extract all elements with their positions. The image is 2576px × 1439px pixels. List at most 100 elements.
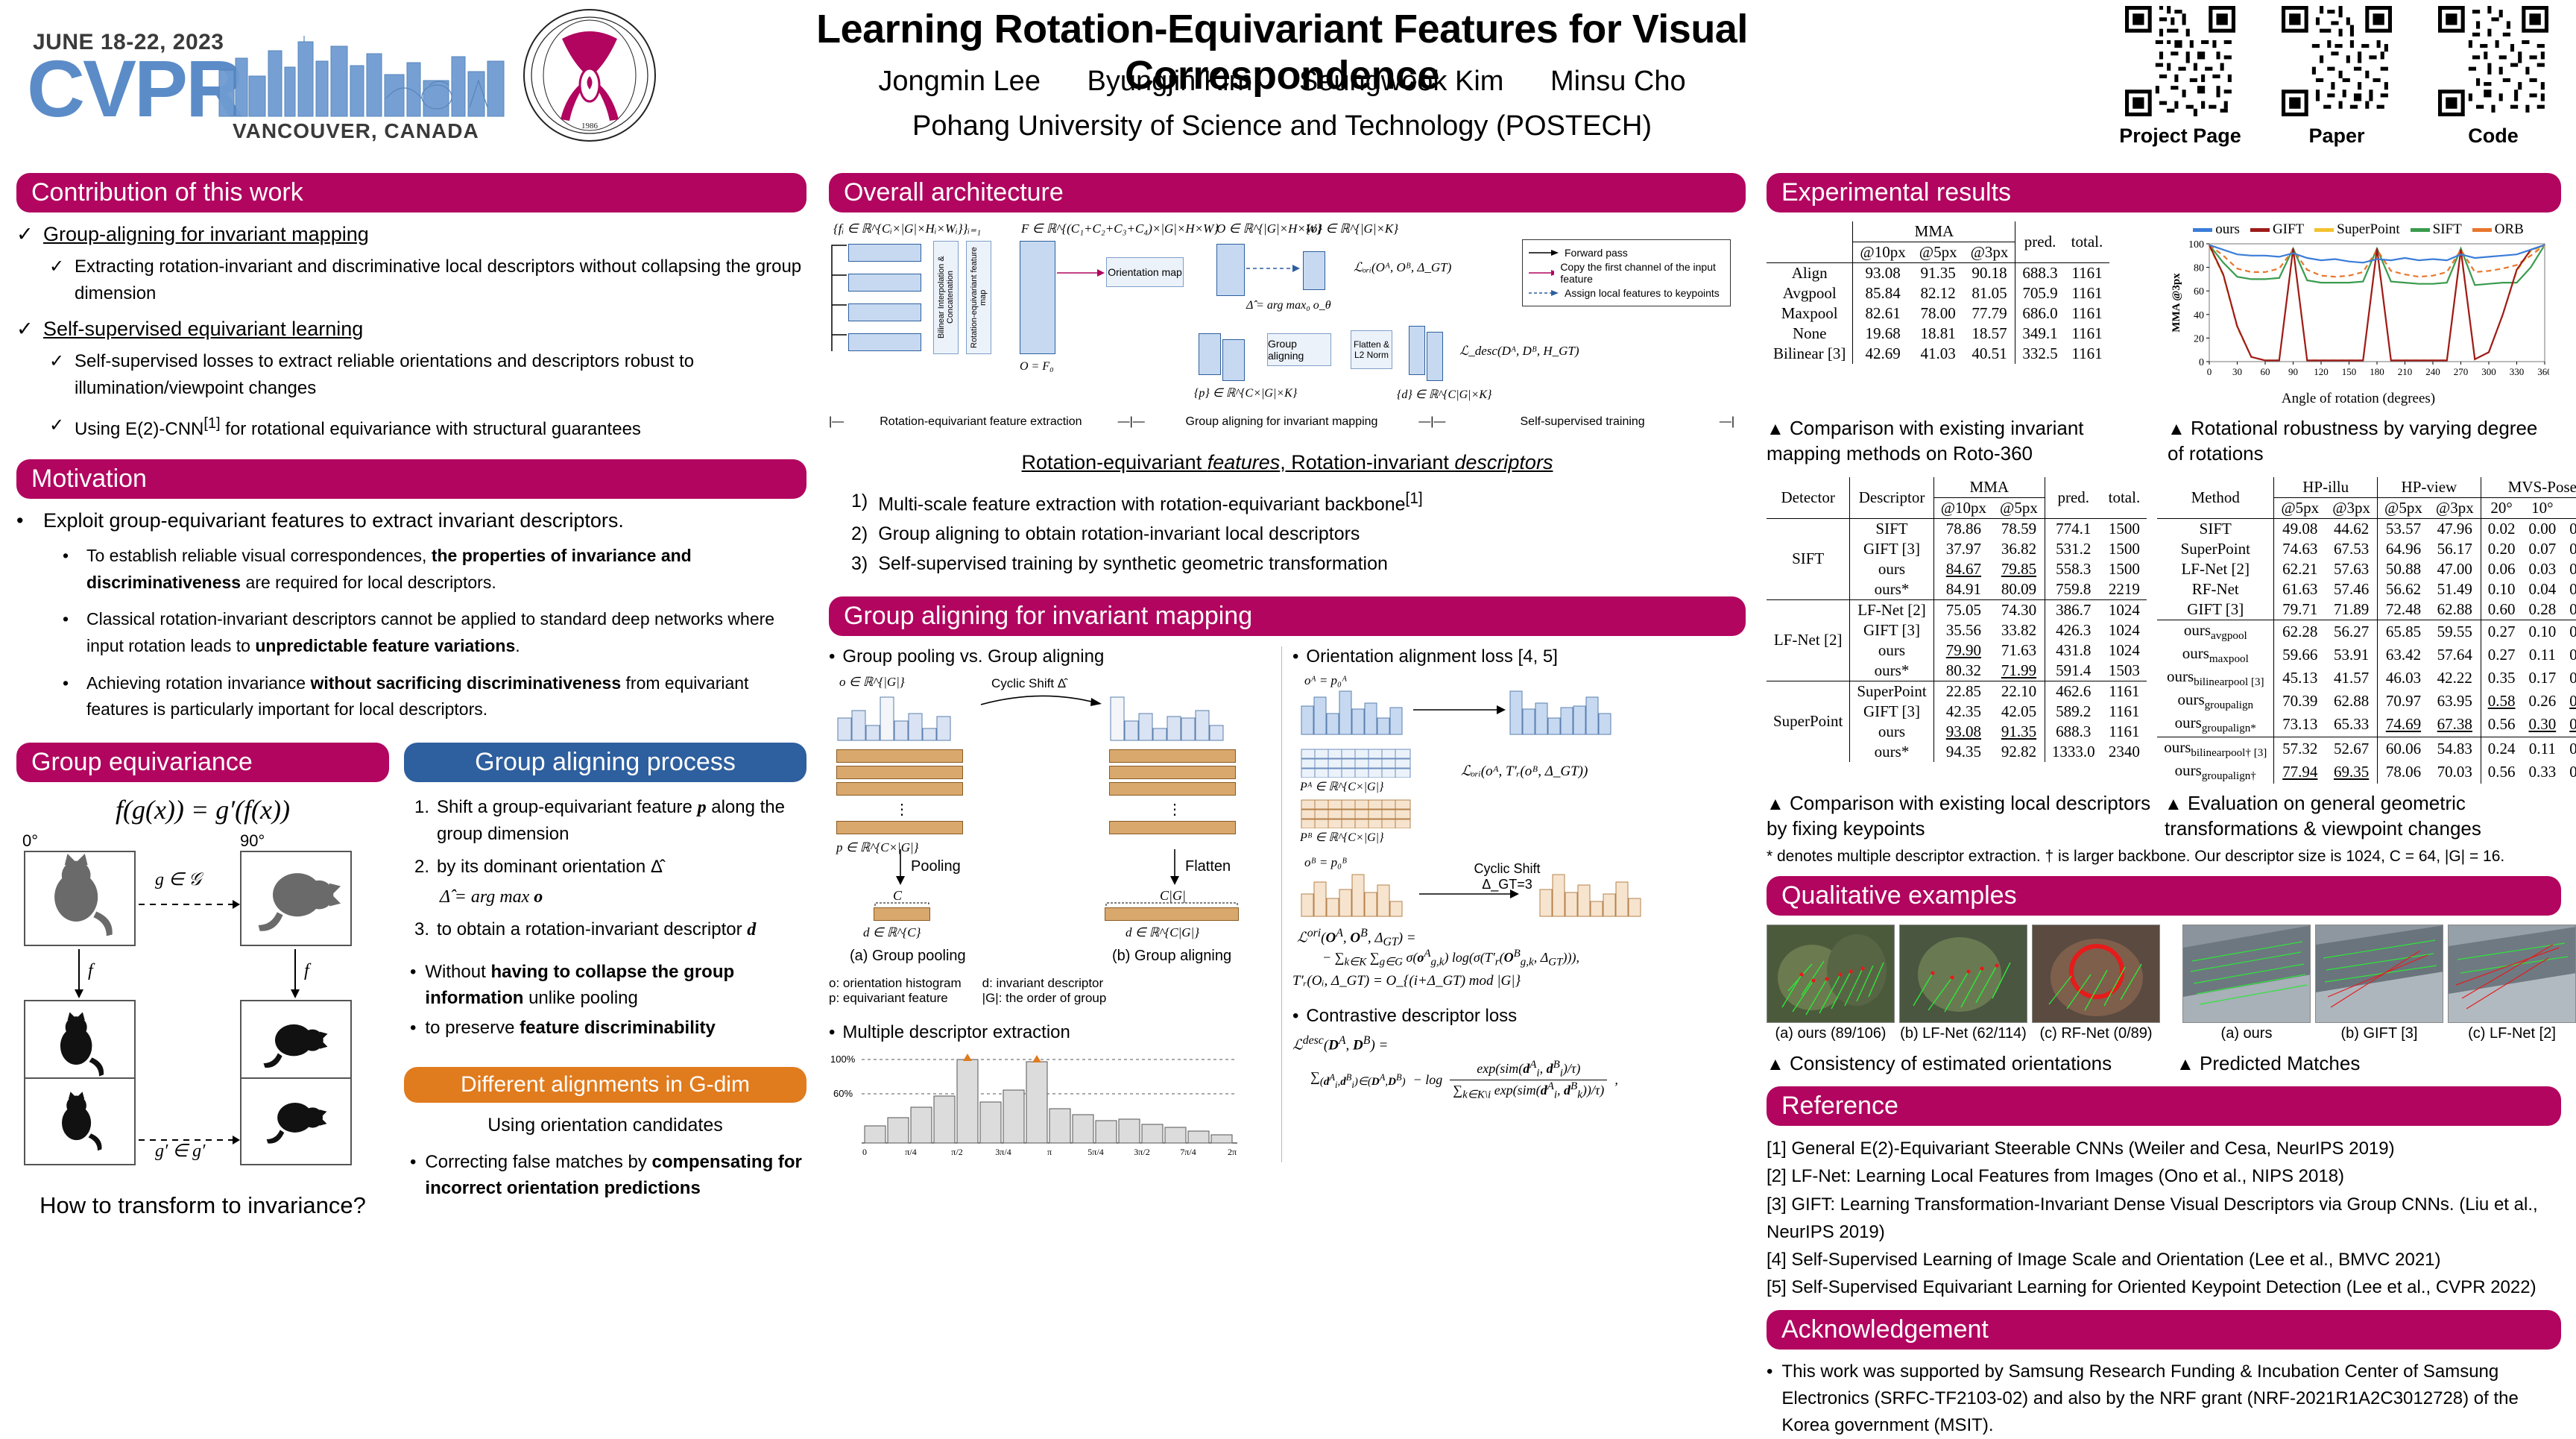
table3-wrap: Method HP-illu HP-view MVS-Pose @5px @3p… — [2157, 476, 2576, 784]
architecture-subtitle: Rotation-equivariant features, Rotation-… — [1021, 451, 1553, 473]
captions-row-2: ▲ Comparison with existing local descrip… — [1767, 785, 2561, 842]
flatten-label: Flatten & L2 Norm — [1353, 339, 1390, 360]
group-header: MVS-Pose — [2480, 476, 2576, 498]
check-icon: ✓ — [16, 223, 34, 245]
list-item: 1. Shift a group-equivariant feature p a… — [414, 794, 806, 848]
list-item: 3. to obtain a rotation-invariant descri… — [414, 916, 806, 943]
cell: 0.01 — [2569, 559, 2576, 578]
label-p-set: {p} ∈ ℝ^{C×|G|×K} — [1194, 387, 1298, 400]
equivariance-formula: f(g(x)) = g′(f(x)) — [16, 794, 389, 825]
pooling-label: Pooling — [911, 858, 961, 875]
col-header: @5px — [2377, 497, 2429, 519]
cell: 84.67 — [1933, 558, 1994, 579]
list-item: [5] Self-Supervised Equivariant Learning… — [1767, 1277, 2536, 1298]
section-header-reference: Reference — [1767, 1086, 2561, 1127]
section-header-qualitative: Qualitative examples — [1767, 875, 2561, 916]
bullet-dot-icon: • — [63, 546, 69, 565]
list-item: • Contrastive descriptor loss — [1292, 1006, 1735, 1027]
label-p: p ∈ ℝ^{C×|G|} — [836, 840, 919, 855]
cell: 80.32 — [1933, 660, 1994, 681]
section-header-group-equivariance: Group equivariance — [16, 742, 389, 782]
arrow-copy-channel-icon — [1529, 270, 1555, 276]
cell: 90.18 — [1972, 264, 2007, 282]
table2-group-header: MMA — [1933, 476, 2045, 498]
caption-text: Evaluation on general geometric transfor… — [2165, 791, 2481, 840]
arrow-oA-to-loss-icon — [1413, 705, 1506, 715]
caption-text: Predicted Matches — [2200, 1051, 2361, 1074]
list-item: 2. by its dominant orientation Δ̂ — [414, 854, 806, 881]
table-row: Bilinear [3] 42.69 41.03 40.51 332.5 116… — [1767, 344, 2109, 364]
cell: 0.26 — [2528, 692, 2557, 711]
bullet-dot-icon: • — [410, 961, 417, 982]
table-row: LF-Net [2] LF-Net [2] 75.05 74.30 386.7 … — [1767, 599, 2147, 649]
col-header: Method — [2191, 488, 2240, 506]
cell: 0.12 — [2569, 715, 2576, 734]
flatten-label: Flatten — [1185, 858, 1231, 875]
col-header: Detector — [1781, 488, 1835, 506]
contribution-sub: Using E(2)-CNN[1] for rotational equivar… — [75, 415, 641, 439]
cell: 79.85 — [2001, 559, 2037, 578]
cell: 686.0 — [2015, 303, 2065, 324]
feature-map-right-2 — [240, 1077, 352, 1165]
cell: 42.69 — [1852, 344, 1913, 364]
aligning-legend-notes: o: orientation histogram p: equivariant … — [829, 976, 1272, 1006]
list-item: • Achieving rotation invariance without … — [63, 670, 806, 723]
cell: 62.28 — [2273, 620, 2326, 643]
qr-paper[interactable]: Paper — [2273, 6, 2400, 148]
qr-project-page[interactable]: Project Page — [2117, 6, 2244, 148]
cell: 0.00 — [2528, 519, 2557, 538]
row-label: Align — [1791, 264, 1828, 282]
flatten-arrow-icon — [1170, 849, 1179, 886]
table-row: oursgroupalign* 73.13 65.33 74.69 67.38 0.56 0… — [2157, 713, 2576, 737]
table-row: oursgroupalign 70.39 62.88 70.97 63.95 0.58 0.… — [2157, 690, 2576, 714]
svg-text:60: 60 — [2261, 366, 2270, 377]
table-row: Method HP-illu HP-view MVS-Pose — [2157, 476, 2576, 506]
multi-descriptor-histogram: 100% 60% — [829, 1051, 1272, 1162]
caption-b: (b) Group aligning — [1112, 948, 1232, 965]
cell: 71.63 — [2001, 640, 2037, 659]
cell: 0.07 — [2528, 539, 2557, 558]
postech-seal-logo: 1986 — [523, 9, 656, 142]
section-header-overall-architecture: Overall architecture — [829, 173, 1746, 212]
cell: 18.81 — [1920, 324, 1956, 342]
bullet-dot-icon: • — [410, 1018, 417, 1039]
legend-note: d: invariant descriptor — [982, 976, 1104, 991]
step-text: by its dominant orientation Δ̂ — [437, 856, 663, 877]
cell: 62.88 — [2437, 599, 2472, 618]
cell: 0.28 — [2528, 599, 2557, 618]
cell: 81.05 — [1972, 284, 2007, 302]
legend-item: ours — [2193, 221, 2240, 238]
cell: 0.04 — [2528, 579, 2557, 598]
angle-label-right: 90° — [240, 831, 265, 850]
motivation-sub: Classical rotation-invariant descriptors… — [86, 609, 775, 655]
label-oA: oᴬ = p₀ᴬ — [1304, 673, 1348, 688]
brace-C-icon — [874, 902, 929, 907]
hist-ytick-60: 60% — [833, 1088, 853, 1099]
acknowledgement-text: • This work was supported by Samsung Res… — [1767, 1358, 2561, 1439]
qr-code-link[interactable]: Code — [2430, 6, 2557, 148]
g-label: g ∈ 𝒢 — [155, 869, 201, 889]
hist-ytick-100: 100% — [830, 1054, 856, 1065]
equivariance-question: How to transform to invariance? — [40, 1191, 366, 1218]
qual-image-ours — [1767, 924, 1895, 1023]
triangle-up-icon: ▲ — [1767, 1054, 1784, 1074]
row-label: Maxpool — [1781, 304, 1838, 322]
caption-text: Comparison with existing local descripto… — [1767, 791, 2151, 840]
cell: 54.83 — [2437, 739, 2472, 758]
legend-item: GIFT — [2250, 221, 2304, 238]
legend-label: Copy the first channel of the input feat… — [1560, 261, 1716, 285]
brace-CG-icon — [1105, 902, 1238, 907]
cell: 0.03 — [2569, 739, 2576, 758]
label-o: o ∈ ℝ^{|G|} — [839, 675, 905, 690]
cell: 1161 — [2071, 344, 2103, 362]
cell: ours* — [1849, 579, 1934, 600]
row-label: GIFT [3] — [2187, 599, 2244, 618]
qr-label: Code — [2468, 125, 2519, 147]
legend-note: o: orientation histogram — [829, 976, 962, 991]
qualitative-content: (a) ours (89/106) (b) LF-Net (62/114) (c… — [1767, 924, 2576, 1042]
cat-image-90deg — [240, 850, 352, 946]
triangle-up-icon: ▲ — [1767, 419, 1784, 439]
section-header-contribution: Contribution of this work — [16, 173, 806, 212]
triangle-up-icon: ▲ — [2168, 419, 2185, 439]
d-align-bar — [1105, 907, 1239, 922]
